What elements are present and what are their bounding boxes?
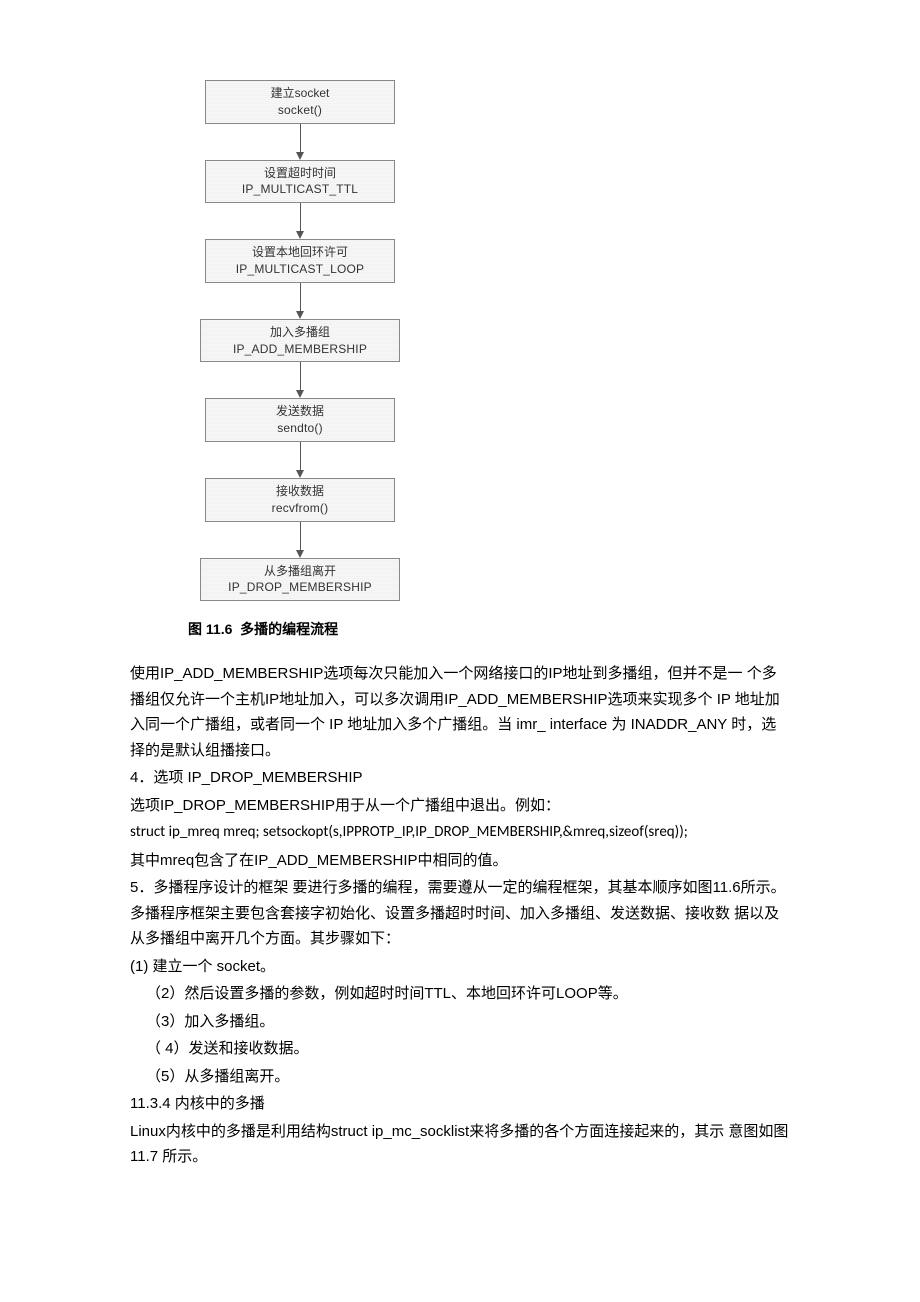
step-item: （5）从多播组离开。 <box>130 1064 790 1090</box>
flow-node-ttl: 设置超时时间 IP_MULTICAST_TTL <box>205 160 395 204</box>
caption-text: 多播的编程流程 <box>240 621 338 637</box>
node-code: IP_DROP_MEMBERSHIP <box>205 579 395 596</box>
arrow-icon <box>299 522 301 558</box>
paragraph: 选项IP_DROP_MEMBERSHIP用于从一个广播组中退出。例如： <box>130 793 790 819</box>
flow-node-recvfrom: 接收数据 recvfrom() <box>205 478 395 522</box>
paragraph: Linux内核中的多播是利用结构struct ip_mc_socklist来将多… <box>130 1119 790 1170</box>
step-item: （ 4）发送和接收数据。 <box>130 1036 790 1062</box>
flow-node-add-membership: 加入多播组 IP_ADD_MEMBERSHIP <box>200 319 400 363</box>
section-heading: 5．多播程序设计的框架 要进行多播的编程，需要遵从一定的编程框架，其基本顺序如图… <box>130 875 790 952</box>
node-title: 设置本地回环许可 <box>210 244 390 261</box>
node-code: IP_MULTICAST_LOOP <box>210 261 390 278</box>
arrow-icon <box>299 283 301 319</box>
section-heading: 4．选项 IP_DROP_MEMBERSHIP <box>130 765 790 791</box>
flow-node-socket: 建立socket socket() <box>205 80 395 124</box>
node-code: IP_ADD_MEMBERSHIP <box>205 341 395 358</box>
flow-node-loop: 设置本地回环许可 IP_MULTICAST_LOOP <box>205 239 395 283</box>
node-title: 接收数据 <box>210 483 390 500</box>
flow-node-sendto: 发送数据 sendto() <box>205 398 395 442</box>
flowchart: 建立socket socket() 设置超时时间 IP_MULTICAST_TT… <box>180 80 420 601</box>
paragraph: 使用IP_ADD_MEMBERSHIP选项每次只能加入一个网络接口的IP地址到多… <box>130 661 790 763</box>
arrow-icon <box>299 124 301 160</box>
node-title: 发送数据 <box>210 403 390 420</box>
node-title: 从多播组离开 <box>205 563 395 580</box>
section-number: 11.3.4 内核中的多播 <box>130 1091 790 1117</box>
code-line: struct ip_mreq mreq; setsockopt(s,IPPROT… <box>130 820 790 846</box>
node-title: 建立socket <box>210 85 390 102</box>
body-text: 使用IP_ADD_MEMBERSHIP选项每次只能加入一个网络接口的IP地址到多… <box>130 661 790 1170</box>
paragraph: 其中mreq包含了在IP_ADD_MEMBERSHIP中相同的值。 <box>130 848 790 874</box>
page: 建立socket socket() 设置超时时间 IP_MULTICAST_TT… <box>0 0 920 1232</box>
arrow-icon <box>299 203 301 239</box>
node-title: 加入多播组 <box>205 324 395 341</box>
flow-node-drop-membership: 从多播组离开 IP_DROP_MEMBERSHIP <box>200 558 400 602</box>
caption-label: 图 11.6 <box>188 621 232 637</box>
node-code: IP_MULTICAST_TTL <box>210 181 390 198</box>
node-title: 设置超时时间 <box>210 165 390 182</box>
node-code: sendto() <box>210 420 390 437</box>
arrow-icon <box>299 442 301 478</box>
node-code: recvfrom() <box>210 500 390 517</box>
step-item: （3）加入多播组。 <box>130 1009 790 1035</box>
step-item: (1) 建立一个 socket。 <box>130 954 790 980</box>
arrow-icon <box>299 362 301 398</box>
figure-caption: 图 11.6 多播的编程流程 <box>188 619 790 639</box>
node-code: socket() <box>210 102 390 119</box>
step-item: （2）然后设置多播的参数，例如超时时间TTL、本地回环许可LOOP等。 <box>130 981 790 1007</box>
